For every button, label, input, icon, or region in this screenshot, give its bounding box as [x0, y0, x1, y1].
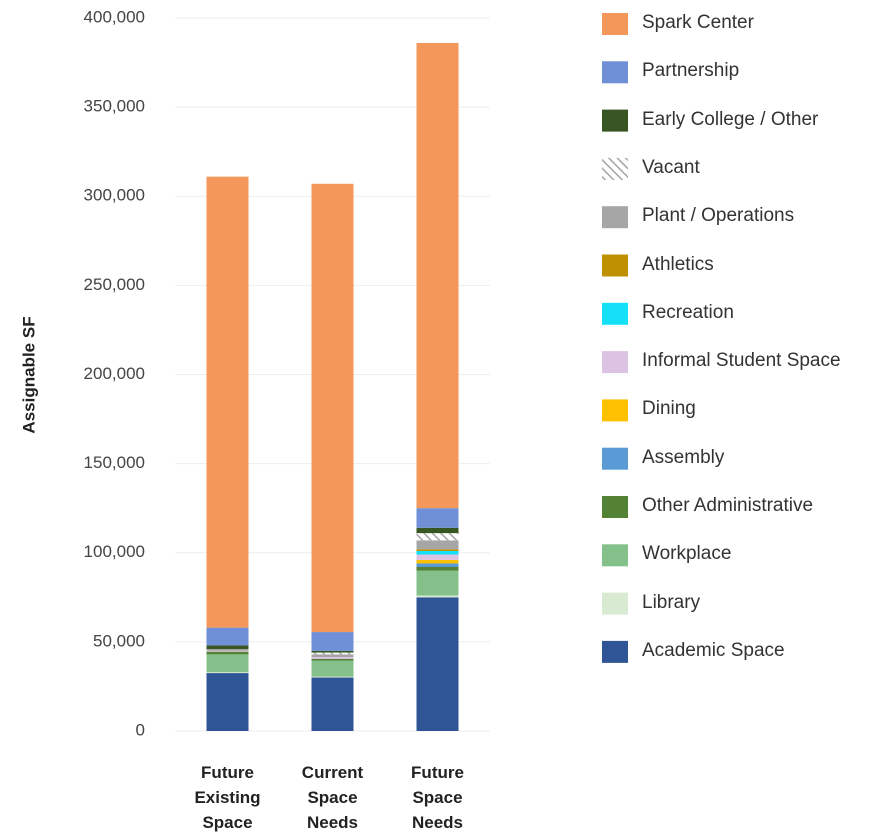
bar-segment [206, 672, 249, 674]
legend-label: Partnership [642, 60, 740, 82]
y-tick-label: 250,000 [84, 275, 145, 294]
y-tick-label: 300,000 [84, 186, 145, 205]
bar-segment [416, 550, 459, 555]
legend-swatch [602, 61, 628, 84]
bar-segment [416, 597, 459, 731]
legend-label: Library [642, 591, 701, 613]
bar-segment [206, 645, 249, 650]
bar-segment [206, 176, 249, 628]
legend-swatch [602, 399, 628, 422]
y-tick-label: 0 [136, 720, 145, 739]
y-tick-label: 200,000 [84, 364, 145, 383]
bar-segment [311, 676, 354, 678]
bar-segment [206, 651, 249, 655]
y-tick-label: 50,000 [93, 631, 145, 650]
bar-segment [311, 660, 354, 677]
y-tick-label: 400,000 [84, 7, 145, 26]
legend-swatch [602, 109, 628, 132]
bar-segment [416, 567, 459, 571]
legend-swatch [602, 157, 628, 180]
legend-label: Athletics [642, 253, 714, 275]
y-tick-label: 150,000 [84, 453, 145, 472]
legend-swatch [602, 640, 628, 663]
bar-segment [416, 570, 459, 596]
legend-label: Workplace [642, 543, 732, 565]
bar-segment [416, 508, 459, 528]
x-tick-label: Current Space Needs [301, 763, 364, 832]
x-tick-label: Future Existing Space [194, 763, 261, 832]
legend-swatch [602, 206, 628, 229]
bar-segment [416, 563, 459, 568]
bar-segment [311, 654, 354, 658]
bar-segment [416, 533, 459, 541]
bar-segment [416, 559, 459, 564]
legend-swatch [602, 254, 628, 277]
x-tick-label: Future Space Needs [411, 763, 464, 832]
legend-label: Assembly [642, 446, 725, 468]
legend-label: Vacant [642, 156, 700, 178]
legend-swatch [602, 13, 628, 35]
legend-label: Dining [642, 398, 696, 420]
bar-segment [206, 627, 249, 646]
bar-segment [206, 673, 249, 731]
bar-segment [416, 540, 459, 550]
bar-segment [416, 554, 459, 560]
bar-segment [206, 654, 249, 673]
bar-segment [416, 42, 459, 509]
y-tick-label: 100,000 [84, 542, 145, 561]
legend-swatch [602, 544, 628, 567]
bar-segment [416, 549, 459, 551]
bar-segment [311, 658, 354, 661]
legend-label: Plant / Operations [642, 205, 795, 227]
legend-label: Early College / Other [642, 108, 819, 130]
bar-segment [206, 650, 249, 652]
bar-segment [416, 595, 459, 598]
bar-segment [311, 632, 354, 651]
bar-segment [311, 650, 354, 653]
bar-segment [311, 657, 354, 659]
legend-label: Informal Student Space [642, 350, 841, 372]
bar-segment [311, 677, 354, 731]
legend-swatch [602, 592, 628, 615]
y-tick-label: 350,000 [84, 97, 145, 116]
legend-swatch [602, 447, 628, 470]
legend-label: Academic Space [642, 639, 785, 661]
bar-segment [311, 183, 354, 633]
bar-segment [416, 527, 459, 534]
y-axis-label: Assignable SF [19, 316, 38, 433]
legend-swatch [602, 496, 628, 518]
legend-swatch [602, 302, 628, 325]
legend-swatch [602, 351, 628, 374]
legend-label: Other Administrative [642, 495, 814, 516]
legend-label: Spark Center [642, 12, 754, 33]
legend-label: Recreation [642, 301, 734, 323]
bar-segment [311, 652, 354, 655]
bar-segment [206, 649, 249, 651]
